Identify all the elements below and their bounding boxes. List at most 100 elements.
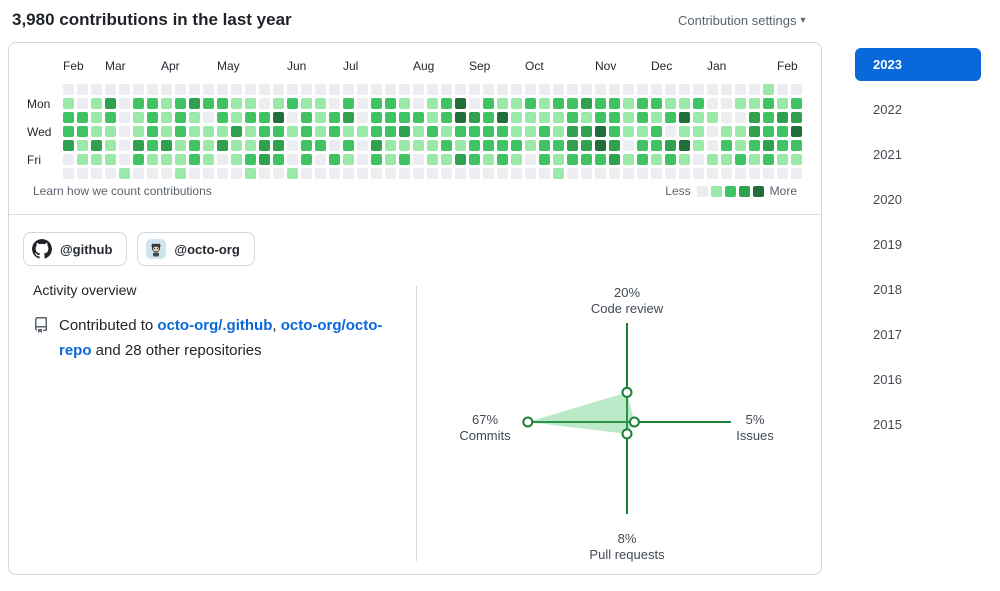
contribution-cell[interactable] — [553, 140, 564, 151]
contribution-cell[interactable] — [133, 112, 144, 123]
contribution-cell[interactable] — [525, 126, 536, 137]
contribution-cell[interactable] — [63, 154, 74, 165]
contribution-cell[interactable] — [217, 126, 228, 137]
contribution-cell[interactable] — [189, 168, 200, 179]
contribution-cell[interactable] — [91, 154, 102, 165]
contribution-cell[interactable] — [539, 168, 550, 179]
contribution-cell[interactable] — [511, 126, 522, 137]
contribution-cell[interactable] — [399, 112, 410, 123]
contribution-cell[interactable] — [287, 126, 298, 137]
contribution-cell[interactable] — [357, 126, 368, 137]
repo-link-octo-repo[interactable]: octo-org/octo-repo — [59, 317, 383, 359]
contribution-cell[interactable] — [497, 168, 508, 179]
contribution-cell[interactable] — [175, 84, 186, 95]
contribution-cell[interactable] — [581, 168, 592, 179]
contribution-cell[interactable] — [105, 112, 116, 123]
contribution-cell[interactable] — [273, 168, 284, 179]
contribution-cell[interactable] — [749, 140, 760, 151]
contribution-cell[interactable] — [357, 84, 368, 95]
contribution-cell[interactable] — [399, 98, 410, 109]
contribution-cell[interactable] — [693, 126, 704, 137]
contribution-cell[interactable] — [651, 140, 662, 151]
contribution-cell[interactable] — [245, 84, 256, 95]
contribution-cell[interactable] — [763, 140, 774, 151]
contribution-cell[interactable] — [581, 126, 592, 137]
contribution-cell[interactable] — [329, 84, 340, 95]
contribution-cell[interactable] — [777, 168, 788, 179]
contribution-cell[interactable] — [609, 84, 620, 95]
contribution-cell[interactable] — [735, 84, 746, 95]
contribution-cell[interactable] — [777, 126, 788, 137]
contribution-cell[interactable] — [315, 154, 326, 165]
contribution-cell[interactable] — [749, 112, 760, 123]
contribution-cell[interactable] — [679, 140, 690, 151]
contribution-cell[interactable] — [357, 140, 368, 151]
contribution-cell[interactable] — [693, 84, 704, 95]
contribution-cell[interactable] — [77, 98, 88, 109]
contribution-cell[interactable] — [77, 168, 88, 179]
contribution-cell[interactable] — [595, 126, 606, 137]
contribution-cell[interactable] — [567, 84, 578, 95]
contribution-cell[interactable] — [735, 168, 746, 179]
contribution-cell[interactable] — [651, 154, 662, 165]
contribution-cell[interactable] — [203, 98, 214, 109]
contribution-cell[interactable] — [133, 140, 144, 151]
contribution-cell[interactable] — [161, 112, 172, 123]
contribution-cell[interactable] — [441, 168, 452, 179]
contribution-cell[interactable] — [777, 84, 788, 95]
contribution-cell[interactable] — [245, 140, 256, 151]
contribution-cell[interactable] — [469, 84, 480, 95]
contribution-cell[interactable] — [651, 112, 662, 123]
contribution-cell[interactable] — [175, 112, 186, 123]
contribution-cell[interactable] — [413, 98, 424, 109]
contribution-cell[interactable] — [63, 98, 74, 109]
contribution-cell[interactable] — [203, 112, 214, 123]
contribution-cell[interactable] — [91, 140, 102, 151]
contribution-cell[interactable] — [287, 98, 298, 109]
contribution-cell[interactable] — [371, 154, 382, 165]
contribution-cell[interactable] — [595, 154, 606, 165]
contribution-cell[interactable] — [287, 140, 298, 151]
contribution-cell[interactable] — [595, 168, 606, 179]
contribution-cell[interactable] — [343, 84, 354, 95]
contribution-cell[interactable] — [581, 98, 592, 109]
contribution-cell[interactable] — [679, 154, 690, 165]
contribution-cell[interactable] — [371, 98, 382, 109]
contribution-cell[interactable] — [441, 154, 452, 165]
contribution-cell[interactable] — [511, 84, 522, 95]
contribution-cell[interactable] — [707, 98, 718, 109]
contribution-cell[interactable] — [791, 98, 802, 109]
contribution-cell[interactable] — [707, 112, 718, 123]
contribution-cell[interactable] — [105, 126, 116, 137]
contribution-cell[interactable] — [413, 84, 424, 95]
contribution-cell[interactable] — [189, 154, 200, 165]
contribution-cell[interactable] — [623, 168, 634, 179]
contribution-cell[interactable] — [119, 154, 130, 165]
contribution-cell[interactable] — [581, 140, 592, 151]
contribution-cell[interactable] — [315, 84, 326, 95]
contribution-cell[interactable] — [595, 98, 606, 109]
contribution-cell[interactable] — [609, 154, 620, 165]
contribution-cell[interactable] — [231, 98, 242, 109]
contribution-cell[interactable] — [343, 98, 354, 109]
contribution-cell[interactable] — [763, 126, 774, 137]
contribution-cell[interactable] — [777, 154, 788, 165]
contribution-cell[interactable] — [315, 98, 326, 109]
contribution-cell[interactable] — [399, 84, 410, 95]
contribution-cell[interactable] — [651, 84, 662, 95]
contribution-cell[interactable] — [763, 112, 774, 123]
contribution-cell[interactable] — [665, 84, 676, 95]
contribution-cell[interactable] — [609, 98, 620, 109]
contribution-cell[interactable] — [427, 84, 438, 95]
contribution-cell[interactable] — [777, 112, 788, 123]
contribution-cell[interactable] — [161, 98, 172, 109]
contribution-cell[interactable] — [693, 112, 704, 123]
contribution-cell[interactable] — [147, 168, 158, 179]
contribution-cell[interactable] — [329, 154, 340, 165]
contribution-cell[interactable] — [343, 168, 354, 179]
contribution-cell[interactable] — [567, 112, 578, 123]
contribution-cell[interactable] — [301, 168, 312, 179]
contribution-cell[interactable] — [427, 140, 438, 151]
contribution-cell[interactable] — [721, 112, 732, 123]
contribution-cell[interactable] — [525, 84, 536, 95]
